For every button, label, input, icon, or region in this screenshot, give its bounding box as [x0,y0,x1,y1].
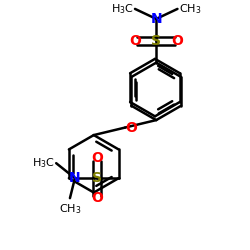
Text: N: N [150,12,162,26]
Text: N: N [69,171,81,185]
Text: CH$_3$: CH$_3$ [179,2,201,16]
Text: S: S [92,171,102,185]
Text: O: O [172,34,183,48]
Text: O: O [125,120,137,134]
Text: CH$_3$: CH$_3$ [59,202,81,216]
Text: O: O [92,191,103,205]
Text: O: O [92,151,103,165]
Text: H$_3$C: H$_3$C [111,2,134,16]
Text: O: O [129,34,141,48]
Text: S: S [151,34,161,48]
Text: H$_3$C: H$_3$C [32,156,55,170]
